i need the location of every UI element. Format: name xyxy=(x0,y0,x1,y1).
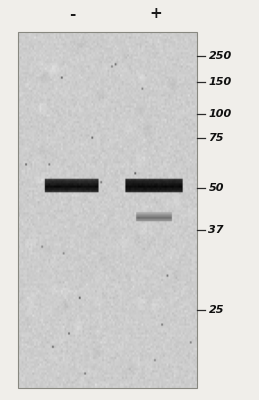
Text: 37: 37 xyxy=(208,225,224,235)
Text: 50: 50 xyxy=(208,183,224,193)
Text: -: - xyxy=(69,6,76,22)
Text: 150: 150 xyxy=(208,77,232,87)
Text: 75: 75 xyxy=(208,133,224,143)
Text: +: + xyxy=(149,6,162,22)
Text: 100: 100 xyxy=(208,109,232,119)
Text: 250: 250 xyxy=(208,51,232,61)
Text: 25: 25 xyxy=(208,305,224,315)
